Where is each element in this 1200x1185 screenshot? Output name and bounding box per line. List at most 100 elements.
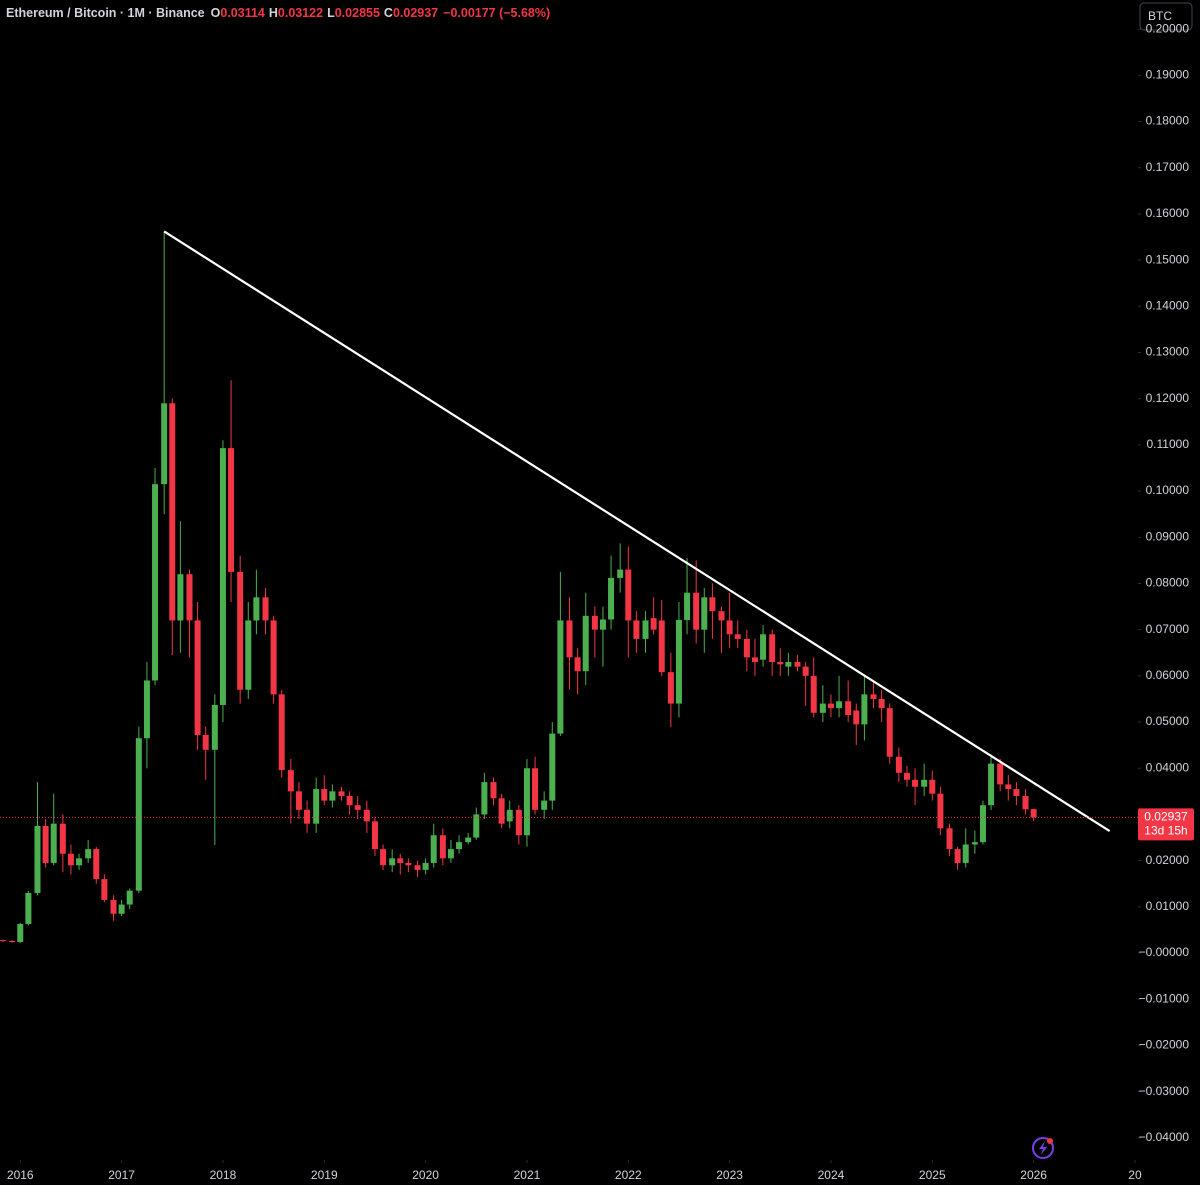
candle-body [726, 620, 733, 635]
last-price-label: 0.02937 [1144, 810, 1188, 824]
candle-body [937, 793, 944, 829]
candle-body [667, 672, 674, 704]
candle-body [658, 620, 665, 673]
candle-body [506, 809, 513, 822]
candle-body [473, 814, 480, 838]
candle-body [405, 862, 412, 866]
candle-body [143, 680, 150, 739]
candle-body [515, 809, 522, 836]
candle-body [886, 708, 893, 757]
candle-body [414, 865, 421, 870]
alert-icon[interactable] [1032, 1137, 1054, 1159]
candle-body [946, 828, 953, 850]
candle-body [921, 779, 928, 787]
candle-body [599, 619, 606, 630]
y-tick-label: 0.05000 [1146, 714, 1190, 728]
y-tick-label: 0.10000 [1146, 483, 1190, 497]
candle-body [50, 823, 57, 863]
candle-body [389, 858, 396, 866]
price-change: −0.00177 (−5.68%) [443, 6, 550, 20]
candle-body [59, 823, 66, 854]
candle-body [110, 899, 117, 914]
symbol: Ethereum / Bitcoin · 1M · Binance [6, 6, 205, 20]
candle-body [380, 849, 387, 866]
x-tick-label: 2024 [818, 1168, 845, 1182]
y-tick-label: 0.20000 [1146, 21, 1190, 35]
candle-body [304, 809, 311, 824]
candle-body [557, 620, 564, 734]
y-tick-label: 0.11000 [1147, 437, 1190, 451]
candle-body [498, 798, 505, 824]
x-tick-label: 2018 [210, 1168, 237, 1182]
candle-body [228, 448, 235, 572]
y-tick-label: 0.16000 [1146, 206, 1190, 220]
candle-body [971, 842, 978, 845]
candle-body [718, 611, 725, 621]
candle-body [219, 448, 226, 705]
candle-body [845, 701, 852, 716]
x-tick-label: 20 [1128, 1168, 1142, 1182]
candle-body [878, 698, 885, 709]
candle-body [253, 597, 260, 621]
currency-label[interactable]: BTC [1148, 9, 1172, 23]
candle-body [523, 768, 530, 836]
alert-icon-ring[interactable] [1032, 1137, 1054, 1159]
y-tick-label: 0.13000 [1146, 345, 1190, 359]
candle-body [979, 805, 986, 843]
alert-icon-bolt[interactable] [1039, 1141, 1047, 1155]
candle-body [777, 661, 784, 665]
candle-body [870, 694, 877, 699]
candle-body [422, 862, 429, 870]
currency-button[interactable]: BTC [1139, 2, 1193, 31]
candle-body [819, 703, 826, 713]
candle-body [625, 569, 632, 621]
candle-body [456, 842, 463, 850]
countdown-label: 13d 15h [1144, 824, 1187, 838]
candle-body [785, 661, 792, 667]
candle-body [954, 849, 961, 863]
candle-body [997, 763, 1004, 785]
candle-body [346, 795, 353, 806]
candle-body [363, 809, 370, 822]
candle-body [1022, 795, 1029, 810]
candle-body [295, 791, 302, 810]
candle-body [701, 597, 708, 630]
y-tick-label: −0.02000 [1139, 1038, 1190, 1052]
alert-icon-dot[interactable] [1047, 1138, 1053, 1144]
y-tick-label: −0.04000 [1139, 1130, 1190, 1144]
candle-body [633, 620, 640, 639]
plot-area [0, 28, 1141, 1163]
candle-body [465, 837, 472, 843]
candle-body [532, 768, 539, 810]
candle-body [912, 779, 919, 787]
y-tick-label: 0.17000 [1146, 160, 1190, 174]
y-tick-label: 0.01000 [1146, 899, 1190, 913]
candle-body [751, 657, 758, 662]
x-tick-label: 2017 [108, 1168, 135, 1182]
x-tick-label: 2026 [1020, 1168, 1047, 1182]
candle-body [194, 620, 201, 735]
candle-body [1005, 784, 1012, 790]
candle-body [338, 791, 345, 796]
candle-body [650, 618, 657, 630]
candle-body [177, 574, 184, 621]
candle-body [439, 835, 446, 859]
candle-body [861, 694, 868, 725]
candle-body [810, 675, 817, 713]
chart-header: Ethereum / Bitcoin · 1M · Binance O0.0311… [6, 6, 550, 20]
candle-body [481, 782, 488, 815]
candle-body [827, 703, 834, 709]
y-tick-label: 0.07000 [1146, 622, 1190, 636]
candle-body [1013, 789, 1020, 796]
currency-button-frame[interactable] [1139, 2, 1193, 31]
ohlc-value: 0.02937 [393, 6, 438, 20]
candle-body [566, 620, 573, 658]
candle-body [684, 592, 691, 620]
candle-body [447, 849, 454, 859]
candle-body [962, 844, 969, 863]
candle-body [101, 879, 108, 900]
candle-body [642, 620, 649, 639]
candle-body [85, 849, 92, 859]
candle-body [17, 923, 24, 942]
